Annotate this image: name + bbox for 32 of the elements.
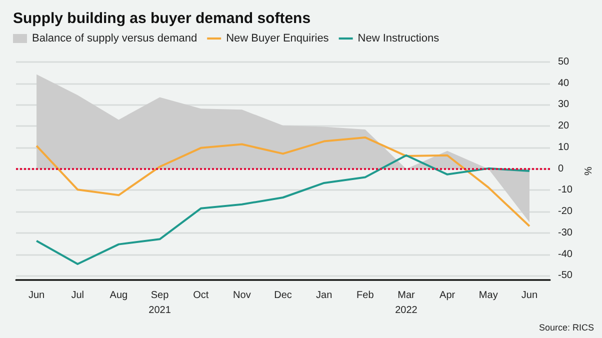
y-tick-label: -10 [558,184,573,196]
x-tick-label: Aug [110,290,128,301]
x-tick-label: May [478,290,498,301]
line-series [36,154,530,265]
x-tick-label: Sep 2021 [148,290,172,316]
y-tick-label: 50 [558,56,570,68]
x-tick-label: Apr [440,290,456,301]
legend-label: New Buyer Enquiries [226,32,330,44]
x-tick-label: Jun [28,290,45,301]
y-tick-label: -20 [558,206,573,218]
x-tick-label: Jul [71,290,84,301]
x-tick-label: Jun [521,290,538,301]
x-tick-label: Dec [274,290,292,301]
y-tick-label: 30 [558,99,570,110]
y-tick-label: 10 [558,142,570,153]
legend-label: New Instructions [358,32,440,44]
x-tick-label: Nov [233,290,251,301]
y-axis-title: % [584,166,594,176]
y-tick-label: -50 [558,270,573,282]
y-tick-label: -30 [558,227,573,238]
chart-title: Supply building as buyer demand softens [13,10,311,27]
x-tick-label: Jan [316,290,332,301]
line-series [36,136,530,228]
source-note: Source: RICS [538,322,594,332]
legend-label: Balance of supply versus demand [32,32,198,44]
y-tick-label: 0 [558,163,564,174]
x-tick-label: Oct [193,290,209,301]
y-tick-label: 40 [558,78,570,89]
x-tick-label: Mar 2022 [395,290,418,316]
x-tick-label: Feb [356,290,374,301]
y-tick-label: 20 [558,120,570,132]
y-tick-label: -40 [558,248,573,260]
